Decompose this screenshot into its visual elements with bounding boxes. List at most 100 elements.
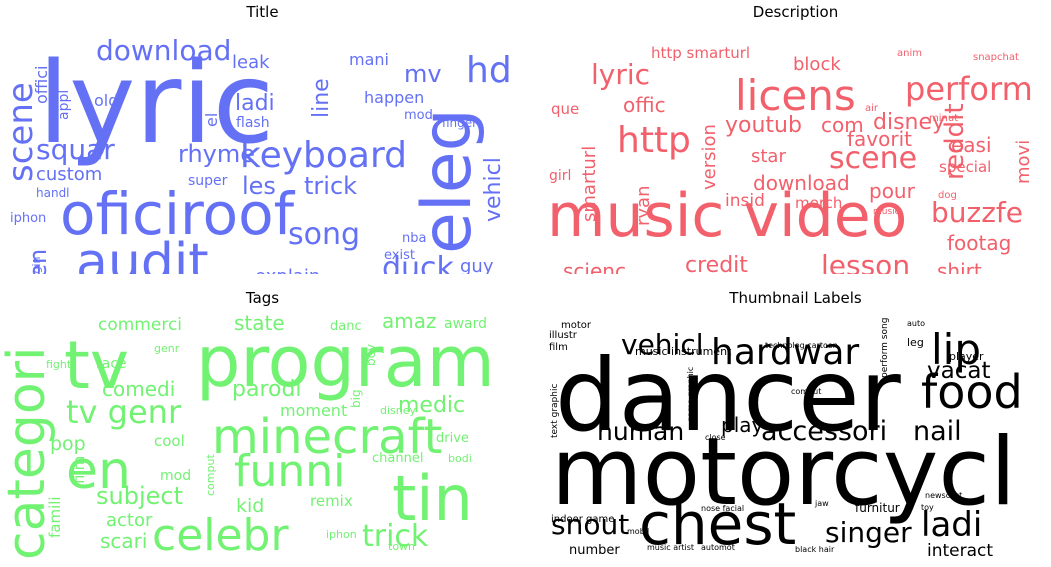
word-scienc: scienc	[563, 259, 626, 274]
word-danc: danc	[330, 319, 362, 334]
word-que: que	[551, 100, 579, 118]
word-footag: footag	[947, 231, 1011, 255]
word-comput: comput	[204, 454, 217, 496]
word-reddit: reddit	[940, 103, 970, 180]
word-dog: dog	[938, 190, 957, 201]
word-race: race	[96, 356, 127, 372]
word-snout: snout	[551, 508, 629, 541]
word-toy: toy	[921, 503, 934, 512]
word-film: film	[549, 342, 568, 353]
word-kid: kid	[236, 495, 264, 517]
word-version: version	[699, 124, 720, 190]
word-mobil: mobil	[627, 527, 649, 536]
panel-title-tags: Tags	[245, 289, 280, 307]
word-drive: drive	[436, 431, 469, 446]
word-appl: appl	[56, 90, 72, 120]
word-lyric: lyric	[38, 39, 274, 169]
word-buzzfe: buzzfe	[931, 196, 1023, 229]
word-handl: handl	[36, 186, 70, 200]
word-air: air	[865, 103, 879, 114]
word-moment: moment	[280, 401, 347, 420]
word-perform-song: perform song	[880, 318, 890, 378]
word-lyric: lyric	[591, 58, 650, 91]
word-audit: audit	[76, 233, 209, 274]
word-medic: medic	[398, 393, 465, 418]
word-http-smarturl: http smarturl	[651, 44, 750, 62]
word-accessori: accessori	[761, 416, 887, 447]
word-super: super	[188, 173, 228, 189]
word-keyboard: keyboard	[240, 135, 407, 176]
word-nba: nba	[402, 231, 426, 246]
word-program: program	[196, 321, 495, 403]
word-big: big	[349, 389, 363, 408]
word-http: http	[617, 120, 691, 161]
word-subject: subject	[96, 482, 183, 510]
word-hd: hd	[466, 50, 512, 91]
word-illustr: illustr	[549, 330, 578, 341]
word-nose-facial: nose facial	[701, 504, 744, 513]
word-vehicl: vehicl	[621, 328, 704, 361]
word-leg: leg	[907, 336, 924, 349]
word-disney: disney	[873, 110, 945, 135]
word-number: number	[569, 543, 620, 558]
word-food: food	[921, 365, 1023, 419]
word-favorit: favorit	[847, 127, 912, 151]
word-hardwar: hardwar	[711, 332, 859, 373]
word-duck: duck	[382, 251, 455, 274]
word-player: player	[949, 350, 984, 363]
word-leak: leak	[232, 52, 270, 73]
word-special: special	[939, 158, 991, 176]
word-state: state	[234, 311, 285, 335]
word-girl: girl	[549, 168, 571, 184]
word-explain: explain	[255, 266, 320, 274]
word-finger: finger	[442, 116, 477, 130]
word-nail: nail	[913, 416, 962, 447]
word-genr: genr	[154, 342, 180, 355]
word-happen: happen	[364, 88, 424, 107]
word-youtub: youtub	[725, 113, 802, 138]
wordcloud-description: music video licens http perform scene lyric bu…	[547, 44, 1034, 274]
word-remix: remix	[310, 492, 353, 510]
word-famili: famili	[46, 496, 64, 538]
word-motor: motor	[561, 320, 592, 331]
word-pour: pour	[869, 179, 916, 203]
word-pen: pen	[24, 249, 52, 274]
word-star: star	[751, 146, 786, 167]
word-offic: offic	[623, 93, 666, 117]
word-credit: credit	[685, 253, 748, 274]
word-en: en	[66, 441, 131, 501]
word-tv: tv	[64, 327, 129, 404]
word-old: old	[94, 91, 118, 110]
word-insid: insid	[725, 191, 765, 211]
word-mv: mv	[404, 60, 442, 88]
word-comedi: comedi	[102, 377, 175, 401]
word-music-video: music video	[547, 181, 907, 251]
word-merch: merch	[795, 194, 842, 212]
word-play: play	[721, 413, 764, 437]
word-chest: chest	[639, 490, 796, 558]
word-jaw: jaw	[814, 499, 829, 508]
word-funni: funni	[234, 446, 345, 497]
word-indoor-game: indoor game	[551, 514, 614, 525]
word-snapchat: snapchat	[973, 52, 1019, 63]
word-music: music	[873, 207, 900, 217]
word-download: download	[96, 34, 231, 67]
word-easi: easi	[951, 133, 992, 157]
word-com: com	[821, 113, 864, 137]
word-imagin: imagin	[30, 256, 43, 274]
word-anim: anim	[897, 48, 922, 59]
word-newscast: newscast	[925, 491, 962, 500]
word-licens: licens	[735, 71, 856, 120]
word-automot: automot	[701, 543, 735, 552]
word-game-graphic: game graphic	[686, 367, 695, 422]
word-ladi: ladi	[921, 505, 982, 545]
word-fight: fight	[46, 358, 72, 371]
word-actor: actor	[106, 510, 153, 531]
word-bodi: bodi	[448, 452, 472, 465]
word-line: line	[309, 78, 334, 118]
word-comput: comput	[791, 387, 821, 396]
word-channel: channel	[372, 451, 423, 466]
panel-title-description: Description	[752, 3, 839, 21]
